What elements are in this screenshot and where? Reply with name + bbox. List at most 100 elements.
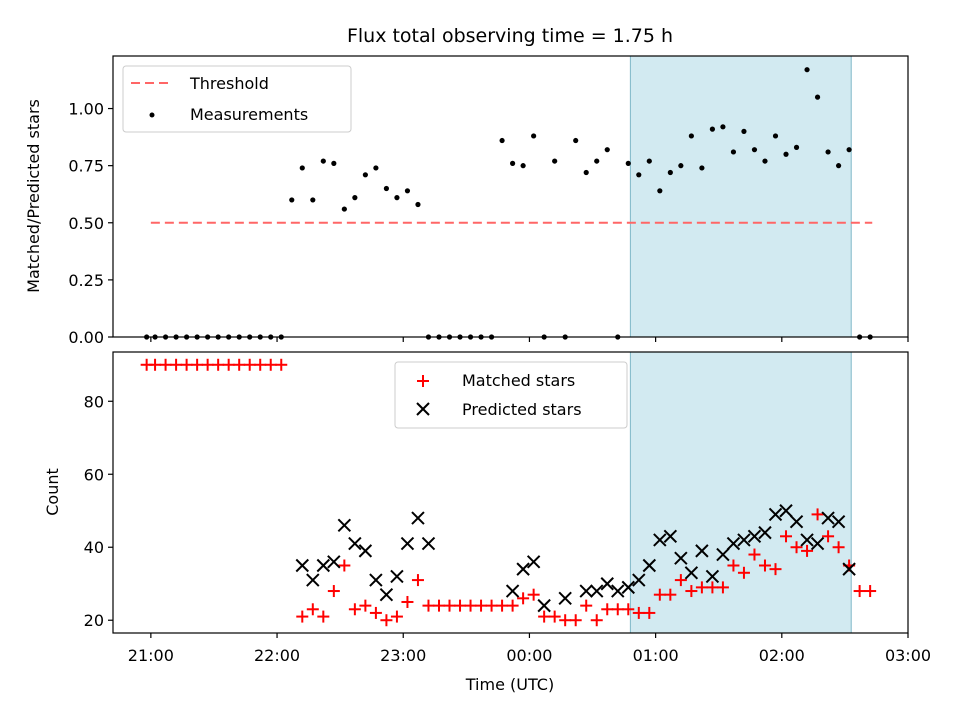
matched-star-point <box>180 358 193 371</box>
measurement-point <box>552 158 558 164</box>
measurement-point <box>520 163 526 169</box>
legend-predicted-label: Predicted stars <box>462 400 582 419</box>
measurement-point <box>373 165 379 171</box>
matched-star-point <box>664 588 677 601</box>
matched-star-point <box>559 614 572 627</box>
matched-star-point <box>737 566 750 579</box>
predicted-star-point <box>306 573 320 587</box>
top-ytick-label: 0.50 <box>68 214 104 233</box>
matched-star-point <box>222 358 235 371</box>
predicted-stars-series <box>295 504 856 613</box>
matched-star-point <box>622 603 635 616</box>
matched-star-point <box>611 603 624 616</box>
matched-star-point <box>275 358 288 371</box>
measurement-point <box>793 144 800 150</box>
top-ytick-label: 0.00 <box>68 328 104 347</box>
matched-star-point <box>496 599 509 612</box>
predicted-star-point <box>768 507 783 522</box>
predicted-star-point <box>516 562 530 576</box>
matched-star-point <box>716 581 729 594</box>
predicted-star-point <box>411 511 425 525</box>
matched-star-point <box>191 358 204 371</box>
predicted-star-point <box>537 598 551 613</box>
top-x-ticks <box>150 337 909 342</box>
matched-star-point <box>390 610 403 623</box>
xtick-label: 23:00 <box>380 646 426 665</box>
bottom-shaded-region <box>629 351 852 634</box>
predicted-star-point <box>611 584 625 598</box>
predicted-star-point <box>558 591 572 606</box>
matched-star-point <box>149 358 162 371</box>
matched-star-point <box>548 610 561 623</box>
top-shaded-region <box>629 55 852 338</box>
measurement-point <box>783 151 789 157</box>
predicted-star-point <box>642 558 657 573</box>
matched-star-point <box>443 599 456 612</box>
measurement-point <box>772 133 779 139</box>
measurement-point <box>625 160 631 166</box>
legend-matched-label: Matched stars <box>462 371 575 390</box>
matched-star-point <box>727 559 740 572</box>
matched-star-point <box>254 358 267 371</box>
matched-star-point <box>296 610 309 623</box>
matched-star-point <box>822 530 835 543</box>
predicted-star-point <box>590 584 604 598</box>
predicted-star-point <box>758 525 772 540</box>
measurement-point <box>678 163 684 169</box>
predicted-star-point <box>821 511 835 525</box>
measurement-point <box>583 169 589 176</box>
predicted-star-point <box>600 577 614 591</box>
matched-star-point <box>506 599 519 612</box>
bottom-ytick-label: 80 <box>84 392 104 411</box>
bottom-y-axis-label: Count <box>43 468 62 516</box>
predicted-star-point <box>632 573 646 587</box>
measurement-point <box>499 137 505 144</box>
predicted-star-point <box>316 558 331 573</box>
measurement-point <box>688 133 694 139</box>
measurement-point <box>310 197 316 203</box>
predicted-star-point <box>726 536 741 551</box>
predicted-star-point <box>327 555 341 569</box>
predicted-star-point <box>695 544 709 558</box>
measurement-point <box>289 197 295 203</box>
measurement-point <box>699 165 705 171</box>
matched-star-point <box>832 541 845 554</box>
bottom-x-ticks: 21:00 22:00 23:00 00:00 01:00 02:00 03:00 <box>128 633 931 665</box>
measurement-point <box>320 158 326 164</box>
matched-star-point <box>601 603 614 616</box>
bottom-ytick-label: 20 <box>84 611 104 630</box>
bottom-legend: Matched stars Predicted stars <box>394 361 628 429</box>
predicted-star-point <box>526 555 541 569</box>
predicted-star-point <box>421 536 436 551</box>
bottom-panel: 20 40 60 80 21:00 22:00 23:00 00:00 01:00 02:00 0… <box>43 351 931 694</box>
matched-star-point <box>748 548 761 561</box>
measurement-point <box>825 149 831 155</box>
predicted-star-point <box>663 529 678 543</box>
xtick-label: 01:00 <box>633 646 679 665</box>
predicted-star-point <box>684 566 699 580</box>
matched-star-point <box>706 581 719 594</box>
measurement-point <box>835 163 842 169</box>
predicted-star-point <box>674 551 688 565</box>
measurement-point <box>510 160 516 166</box>
predicted-star-point <box>505 584 520 598</box>
predicted-star-point <box>842 562 856 576</box>
predicted-star-point <box>579 584 593 598</box>
matched-star-point <box>853 585 866 598</box>
xtick-label: 03:00 <box>885 646 931 665</box>
matched-star-point <box>590 614 603 627</box>
predicted-star-point <box>716 547 730 562</box>
bottom-ytick-label: 40 <box>84 538 104 557</box>
matched-star-point <box>159 358 172 371</box>
predicted-star-point <box>779 504 793 518</box>
bottom-axes-frame <box>112 351 909 634</box>
measurement-point <box>352 195 358 201</box>
matched-star-point <box>653 588 666 601</box>
predicted-star-point <box>831 514 846 529</box>
measurement-point <box>341 206 347 212</box>
matched-star-point <box>769 563 782 576</box>
bottom-y-ticks: 20 40 60 80 <box>84 392 113 630</box>
matched-star-point <box>264 358 277 371</box>
matched-star-point <box>464 599 477 612</box>
matched-star-point <box>758 559 771 572</box>
